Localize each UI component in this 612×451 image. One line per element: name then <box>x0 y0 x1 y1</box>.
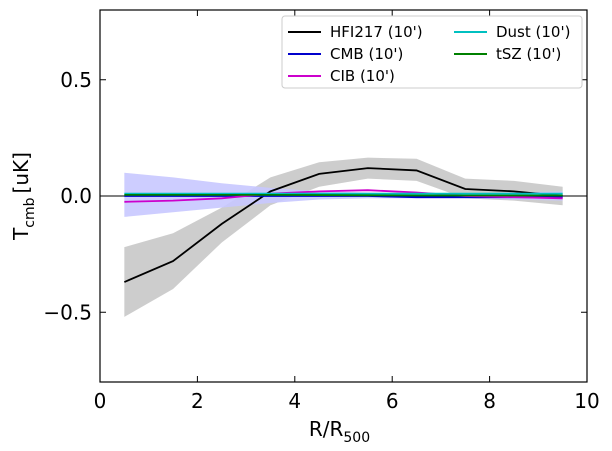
legend-label: HFI217 (10') <box>330 23 423 41</box>
band-0 <box>124 157 563 317</box>
y-tick-label: 0.0 <box>60 184 92 208</box>
legend-label: tSZ (10') <box>496 45 561 63</box>
legend-box <box>281 15 583 89</box>
series-line-0 <box>123 167 563 283</box>
legend-label: CIB (10') <box>330 67 395 85</box>
y-axis-label: Tcmb[uK] <box>9 152 38 241</box>
y-tick-label: 0.5 <box>60 68 92 92</box>
legend-label: Dust (10') <box>496 23 570 41</box>
uncertainty-bands <box>124 157 563 317</box>
series-line-4 <box>124 193 563 197</box>
x-tick-label: 4 <box>288 389 301 413</box>
x-tick-label: 2 <box>191 389 204 413</box>
x-tick-label: 10 <box>574 389 599 413</box>
legend: HFI217 (10') CMB (10') CIB (10') Dust (10')… <box>281 15 583 89</box>
x-tick-label: 6 <box>386 389 399 413</box>
legend-label: CMB (10') <box>330 45 403 63</box>
series-line-2 <box>124 189 563 203</box>
x-tick-label: 8 <box>483 389 496 413</box>
x-tick-label: 0 <box>94 389 107 413</box>
x-axis-label: R/R500 <box>309 417 370 446</box>
y-tick-label: −0.5 <box>43 300 92 324</box>
axis-ticks: 0 2 4 6 8 10 −0.5 0.0 0.5 <box>43 10 600 413</box>
series-lines <box>123 167 563 283</box>
